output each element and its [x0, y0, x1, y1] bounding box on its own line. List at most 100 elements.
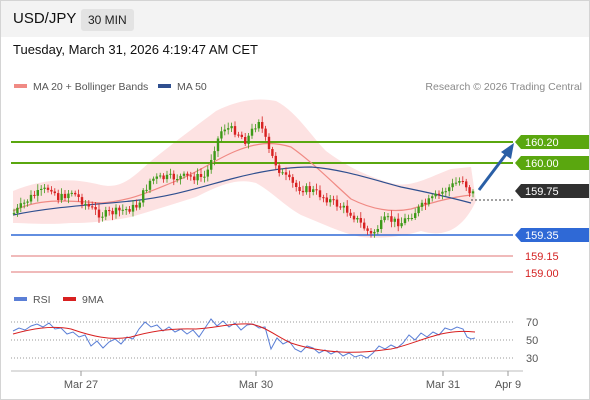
candle-body: [60, 193, 63, 200]
candlesticks: [12, 116, 475, 238]
candle-body: [50, 189, 53, 192]
candle-body: [424, 202, 427, 205]
candle-body: [135, 204, 138, 208]
candle-body: [386, 216, 390, 218]
legend-ma20: MA 20 + Bollinger Bands: [14, 81, 148, 93]
candle-body: [318, 190, 322, 198]
candle-body: [393, 218, 396, 222]
rsi-9ma-line: [12, 323, 476, 353]
level-label-159-15: 159.15: [525, 251, 559, 263]
candle-body: [57, 193, 60, 200]
candle-body: [390, 216, 393, 222]
candle-body: [295, 182, 298, 187]
candle-body: [407, 218, 410, 220]
candle-body: [427, 198, 430, 205]
candle-body: [206, 169, 209, 177]
candle-body: [125, 209, 128, 211]
candle-body: [257, 122, 260, 129]
candle-body: [230, 126, 233, 129]
candle-body: [121, 209, 124, 211]
level-label-159-75: 159.75: [525, 186, 559, 198]
candle-body: [40, 188, 43, 190]
candle-body: [346, 205, 349, 213]
x-label-mar30: Mar 30: [239, 379, 273, 391]
candle-body: [70, 192, 73, 194]
candle-body: [267, 136, 271, 149]
candle-body: [342, 205, 345, 208]
candle-body: [373, 231, 376, 234]
level-badge-159-75: 159.75: [515, 184, 589, 198]
candle-body: [397, 218, 400, 227]
candle-body: [77, 194, 80, 197]
candle-body: [465, 181, 468, 188]
rsi-line: [12, 318, 476, 359]
candle-body: [145, 189, 148, 191]
candle-body: [74, 192, 77, 195]
candle-body: [417, 206, 420, 214]
candle-body: [176, 179, 179, 180]
candle-body: [441, 191, 444, 194]
candle-body: [179, 175, 182, 179]
candle-body: [94, 207, 97, 210]
level-badge-160-20: 160.20: [515, 135, 589, 149]
candle-body: [12, 212, 16, 214]
candle-body: [23, 202, 26, 204]
candle-body: [148, 180, 152, 190]
candle-body: [189, 175, 192, 177]
candle-body: [186, 173, 189, 176]
rsi-label-50: 50: [526, 335, 538, 347]
candle-body: [363, 222, 366, 229]
candle-body: [332, 199, 335, 201]
candle-body: [352, 215, 356, 220]
ma20-line: [12, 142, 472, 212]
candle-body: [80, 197, 84, 205]
candle-body: [274, 155, 277, 166]
level-label-160-00: 160.00: [525, 158, 559, 170]
candle-body: [213, 151, 216, 160]
candle-body: [366, 228, 369, 231]
candle-body: [325, 197, 328, 203]
candle-body: [281, 172, 284, 174]
candle-body: [301, 190, 305, 193]
candle-body: [155, 176, 158, 179]
candle-body: [271, 149, 274, 156]
timestamp: Tuesday, March 31, 2026 4:19:47 AM CET: [13, 42, 258, 57]
candle-body: [308, 186, 311, 192]
candle-body: [46, 187, 50, 190]
candle-body: [114, 207, 118, 215]
candle-body: [227, 128, 230, 130]
candle-body: [335, 199, 339, 207]
timeframe-button[interactable]: 30 MIN: [81, 9, 134, 31]
rsi-label-30: 30: [526, 353, 538, 365]
candle-body: [298, 187, 301, 191]
candle-body: [87, 203, 90, 207]
candle-body: [444, 191, 447, 193]
candle-body: [111, 210, 114, 215]
candle-body: [237, 134, 240, 136]
candle-body: [244, 137, 247, 144]
legend-ma50-swatch: [158, 84, 171, 89]
candle-body: [165, 174, 169, 180]
candle-body: [305, 186, 308, 193]
candle-body: [63, 193, 67, 199]
candle-body: [182, 173, 186, 176]
candle-body: [264, 128, 267, 137]
candle-body: [437, 193, 441, 195]
candle-body: [291, 177, 294, 183]
candle-body: [203, 176, 206, 178]
candle-body: [400, 223, 403, 227]
ma50-line: [12, 166, 472, 216]
legend-9ma-swatch: [63, 297, 76, 302]
candle-body: [142, 190, 145, 203]
candle-body: [254, 128, 257, 130]
legend-rsi: RSI: [14, 294, 51, 306]
candle-body: [36, 190, 39, 196]
candle-body: [67, 193, 70, 199]
candle-body: [369, 231, 373, 234]
forecast-arrowhead: [501, 143, 514, 159]
candle-body: [434, 193, 437, 197]
legend-9ma: 9MA: [63, 294, 104, 306]
candle-body: [210, 160, 213, 170]
